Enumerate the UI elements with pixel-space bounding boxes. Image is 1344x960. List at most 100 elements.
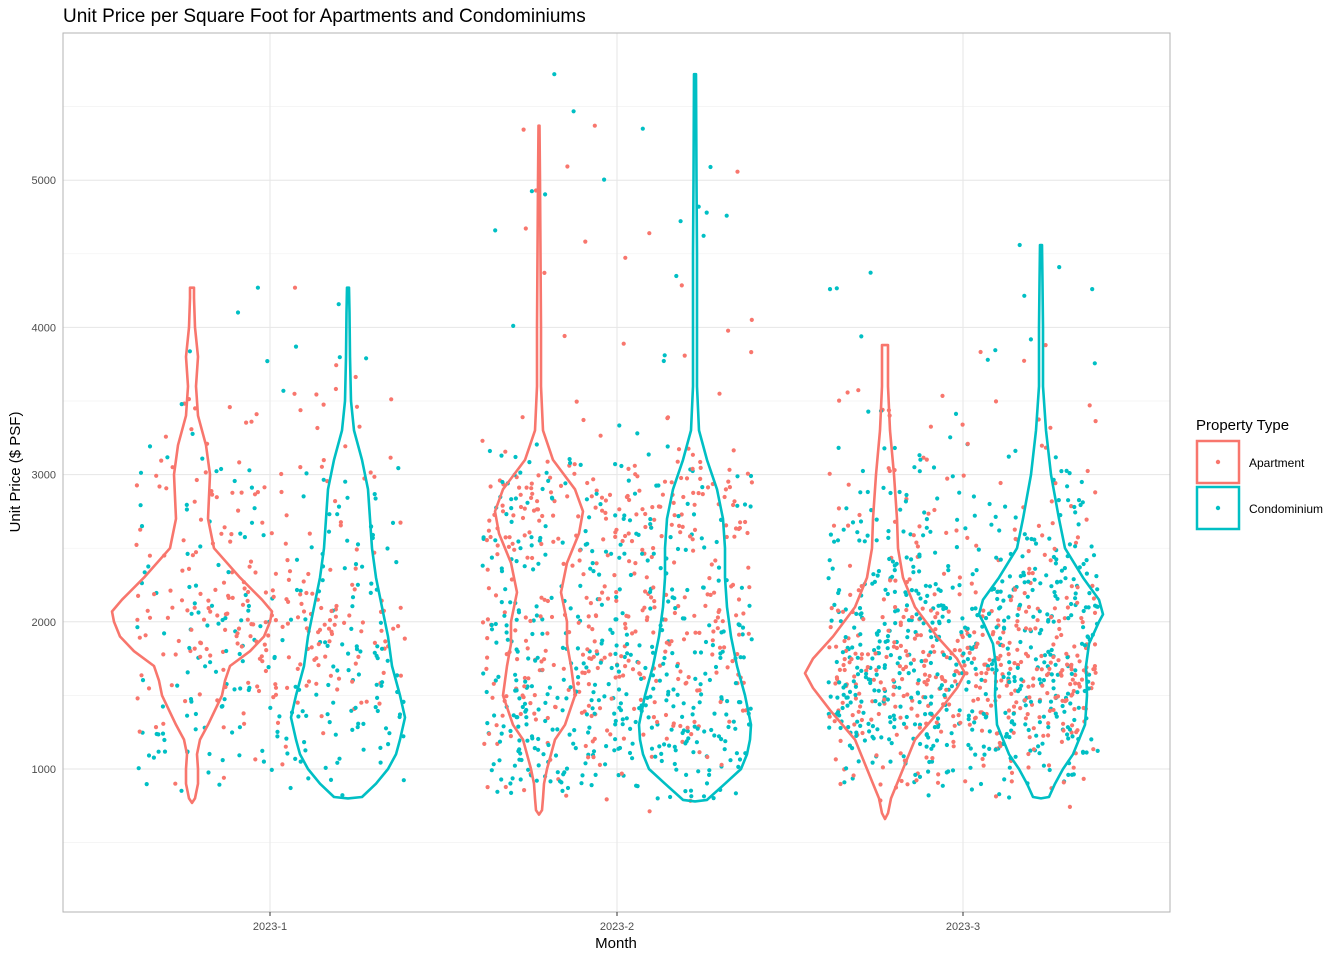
point-apartment-2023-2 <box>532 711 537 716</box>
point-apartment-2023-1 <box>372 474 377 479</box>
point-condominium-2023-3 <box>1033 566 1038 571</box>
point-condominium-2023-3 <box>866 409 871 414</box>
point-apartment-2023-2 <box>705 485 711 490</box>
point-condominium-2023-1 <box>208 660 213 665</box>
point-apartment-2023-2 <box>640 507 645 512</box>
point-apartment-2023-1 <box>223 612 228 617</box>
point-apartment-2023-2 <box>626 531 631 536</box>
point-apartment-2023-1 <box>138 527 143 532</box>
point-condominium-2023-3 <box>836 445 841 450</box>
point-condominium-2023-2 <box>587 725 592 730</box>
point-condominium-2023-1 <box>238 531 243 536</box>
point-apartment-2023-3 <box>1065 605 1070 610</box>
point-condominium-2023-2 <box>617 705 622 710</box>
point-apartment-2023-1 <box>284 513 289 518</box>
outlier-point-apartment <box>542 270 547 275</box>
point-apartment-2023-3 <box>836 506 842 511</box>
point-apartment-2023-3 <box>891 678 896 683</box>
point-apartment-2023-3 <box>1070 677 1075 682</box>
point-apartment-2023-2 <box>619 654 624 659</box>
point-apartment-2023-2 <box>747 585 752 590</box>
point-apartment-2023-2 <box>480 438 485 443</box>
point-apartment-2023-3 <box>1015 647 1020 652</box>
point-apartment-2023-1 <box>298 662 303 667</box>
point-condominium-2023-3 <box>949 684 955 689</box>
point-condominium-2023-2 <box>516 539 521 544</box>
point-apartment-2023-2 <box>633 472 638 477</box>
point-condominium-2023-2 <box>635 431 640 436</box>
point-condominium-2023-2 <box>692 724 697 729</box>
point-apartment-2023-3 <box>939 675 944 680</box>
point-condominium-2023-1 <box>207 751 212 757</box>
point-apartment-2023-2 <box>593 613 599 618</box>
point-apartment-2023-2 <box>586 614 591 619</box>
point-condominium-2023-3 <box>1041 763 1046 768</box>
point-apartment-2023-2 <box>676 604 681 609</box>
point-condominium-2023-2 <box>707 623 712 628</box>
point-condominium-2023-3 <box>946 619 951 624</box>
outlier-point-condominium <box>511 323 516 328</box>
point-condominium-2023-3 <box>855 655 860 660</box>
point-condominium-2023-2 <box>650 650 656 655</box>
point-condominium-2023-3 <box>1037 699 1042 704</box>
point-condominium-2023-3 <box>887 715 893 720</box>
point-apartment-2023-2 <box>715 626 720 631</box>
point-apartment-2023-2 <box>517 485 522 490</box>
point-apartment-2023-1 <box>301 609 307 614</box>
point-condominium-2023-2 <box>534 604 539 609</box>
point-condominium-2023-1 <box>379 646 385 651</box>
point-condominium-2023-1 <box>321 477 326 482</box>
point-apartment-2023-1 <box>368 470 373 475</box>
point-condominium-2023-2 <box>740 632 745 637</box>
point-condominium-2023-3 <box>1062 709 1067 714</box>
point-condominium-2023-2 <box>543 552 548 557</box>
point-apartment-2023-1 <box>256 688 262 694</box>
point-condominium-2023-1 <box>349 708 354 713</box>
point-condominium-2023-2 <box>533 658 538 663</box>
point-condominium-2023-2 <box>568 460 573 466</box>
point-apartment-2023-2 <box>504 694 509 699</box>
point-condominium-2023-2 <box>726 724 731 730</box>
point-apartment-2023-3 <box>912 636 918 641</box>
point-condominium-2023-3 <box>829 618 834 623</box>
point-apartment-2023-2 <box>712 590 717 595</box>
point-apartment-2023-2 <box>695 688 700 693</box>
point-apartment-2023-3 <box>1092 610 1098 616</box>
legend-key-condominium <box>1195 485 1241 531</box>
point-apartment-2023-1 <box>379 628 384 633</box>
point-apartment-2023-2 <box>521 127 526 132</box>
point-condominium-2023-3 <box>1073 510 1078 515</box>
point-condominium-2023-2 <box>625 651 630 656</box>
point-condominium-2023-2 <box>651 551 656 556</box>
point-apartment-2023-3 <box>1000 643 1006 648</box>
point-condominium-2023-2 <box>699 692 704 697</box>
point-apartment-2023-2 <box>711 629 716 634</box>
point-condominium-2023-2 <box>536 707 541 712</box>
point-apartment-2023-2 <box>667 642 672 647</box>
point-apartment-2023-1 <box>206 606 211 611</box>
point-condominium-2023-2 <box>620 722 625 727</box>
point-apartment-2023-2 <box>682 595 687 600</box>
point-condominium-2023-3 <box>1037 720 1042 725</box>
point-apartment-2023-2 <box>608 652 613 657</box>
point-apartment-2023-3 <box>1079 616 1084 621</box>
outlier-point-apartment <box>647 231 652 236</box>
point-apartment-2023-3 <box>1091 747 1096 752</box>
point-condominium-2023-2 <box>530 631 535 637</box>
point-apartment-2023-3 <box>911 657 917 663</box>
point-condominium-2023-2 <box>508 600 513 605</box>
point-apartment-2023-2 <box>551 539 556 544</box>
point-condominium-2023-3 <box>872 579 878 585</box>
point-condominium-2023-2 <box>630 756 635 761</box>
point-condominium-2023-3 <box>981 711 986 717</box>
point-apartment-2023-1 <box>327 639 332 644</box>
point-condominium-2023-3 <box>897 685 902 690</box>
point-apartment-2023-3 <box>1018 706 1023 711</box>
point-condominium-2023-2 <box>543 718 548 724</box>
point-condominium-2023-3 <box>1067 471 1072 476</box>
point-condominium-2023-3 <box>965 657 971 662</box>
point-condominium-2023-2 <box>707 768 712 773</box>
point-apartment-2023-3 <box>1040 533 1045 538</box>
point-apartment-2023-3 <box>944 530 949 536</box>
point-condominium-2023-3 <box>1044 573 1049 578</box>
